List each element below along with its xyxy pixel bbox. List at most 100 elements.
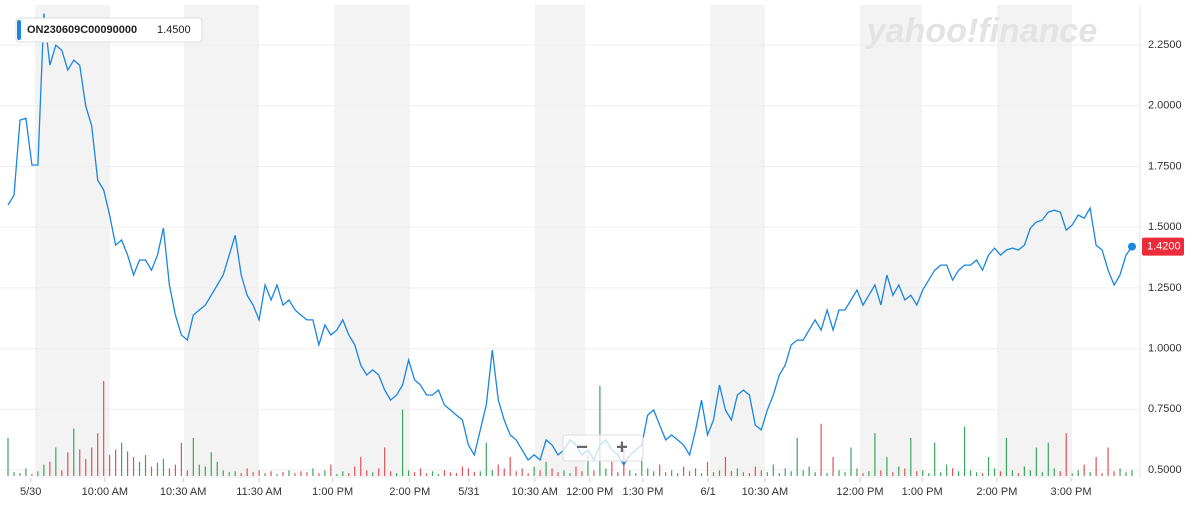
volume-bar [934, 442, 936, 476]
y-tick-label: 1.7500 [1148, 160, 1182, 172]
volume-bar [425, 473, 428, 476]
session-band [860, 5, 922, 478]
volume-bar [384, 447, 386, 476]
volume-bar [928, 473, 930, 476]
volume-bar [916, 471, 918, 476]
volume-bar [969, 470, 972, 476]
volume-bar [952, 468, 954, 476]
volume-bar [862, 473, 864, 476]
volume-bar [1053, 468, 1055, 476]
volume-bar [180, 442, 182, 476]
x-tick-label: 6/1 [700, 486, 715, 498]
volume-bar [318, 473, 320, 476]
volume-bar [1095, 457, 1097, 476]
volume-bar [162, 458, 165, 476]
x-tick-label: 5/30 [20, 486, 41, 498]
volume-bar [390, 471, 392, 476]
last-price-box [1142, 237, 1184, 256]
volume-bar [228, 472, 230, 476]
volume-bar [306, 472, 308, 476]
volume-bar [138, 461, 141, 476]
volume-bar [904, 468, 906, 476]
volume-bar [204, 466, 206, 476]
volume-bar [330, 464, 332, 476]
volume-bar [234, 471, 236, 476]
volume-bar [641, 457, 643, 476]
volume-bar [43, 464, 45, 476]
session-band [334, 5, 410, 478]
volume-bar [539, 470, 541, 476]
volume-bar [1071, 473, 1073, 476]
volume-bar [300, 471, 302, 476]
volume-bar [150, 466, 153, 476]
volume-bar [671, 470, 673, 476]
x-tick-label: 3:00 PM [1051, 486, 1092, 498]
legend [15, 17, 203, 43]
volume-bar [49, 461, 51, 476]
volume-bar [677, 473, 679, 476]
volume-bar [91, 447, 93, 476]
zoom-in[interactable]: + [616, 436, 628, 458]
volume-bar [981, 473, 984, 476]
volume-bar [354, 466, 356, 476]
volume-bar [1041, 472, 1043, 476]
y-tick-label: 1.0000 [1148, 342, 1182, 354]
volume-bar [509, 457, 511, 476]
x-tick-label: 10:30 AM [742, 486, 788, 498]
volume-bar [898, 466, 900, 476]
volume-bar [126, 451, 129, 476]
volume-bar [993, 468, 996, 476]
volume-bar [19, 473, 21, 476]
volume-bar [958, 471, 960, 476]
volume-bar [37, 471, 39, 476]
volume-bar [360, 457, 362, 476]
volume-bar [168, 468, 171, 476]
volume-bar [348, 473, 350, 476]
volume-bar [222, 470, 224, 476]
volume-bar [437, 474, 440, 476]
session-band [184, 5, 259, 478]
legend-swatch [17, 20, 21, 40]
volume-bar [210, 452, 212, 476]
volume-bar [276, 474, 278, 476]
volume-bar [467, 468, 469, 476]
last-price-label: 1.4200 [1147, 241, 1181, 253]
volume-bar [336, 474, 338, 476]
volume-bar [25, 468, 27, 476]
zoom-out[interactable]: − [576, 436, 588, 458]
volume-bar [13, 472, 15, 476]
watermark: yahoo!finance [865, 12, 1097, 50]
volume-bar [760, 470, 762, 476]
volume-bar [1065, 433, 1067, 476]
volume-bar [282, 472, 284, 476]
x-tick-label: 1:00 PM [902, 486, 943, 498]
session-band [535, 5, 585, 478]
volume-bar [712, 472, 715, 476]
volume-bar [503, 468, 505, 476]
volume-bar [443, 470, 446, 476]
x-tick-label: 2:00 PM [389, 486, 430, 498]
volume-bar [700, 473, 703, 476]
volume-bar [246, 468, 248, 476]
volume-bar [174, 464, 177, 476]
y-tick-label: 2.2500 [1148, 39, 1182, 51]
volume-bar [1035, 447, 1037, 476]
volume-bar [724, 457, 727, 476]
volume-bar [1125, 472, 1127, 476]
volume-bar [103, 381, 105, 476]
volume-bar [31, 474, 33, 476]
y-tick-label: 0.5000 [1148, 464, 1182, 476]
volume-bar [653, 471, 655, 476]
volume-bar [1005, 438, 1008, 476]
volume-bar [473, 472, 475, 476]
volume-bar [880, 470, 882, 476]
volume-bar [455, 473, 458, 476]
volume-bar [378, 468, 380, 476]
volume-bar [754, 466, 756, 476]
volume-bar [270, 471, 272, 476]
volume-bar [264, 473, 266, 476]
volume-bar [479, 471, 481, 476]
volume-bar [521, 468, 523, 476]
volume-bar [838, 470, 840, 476]
